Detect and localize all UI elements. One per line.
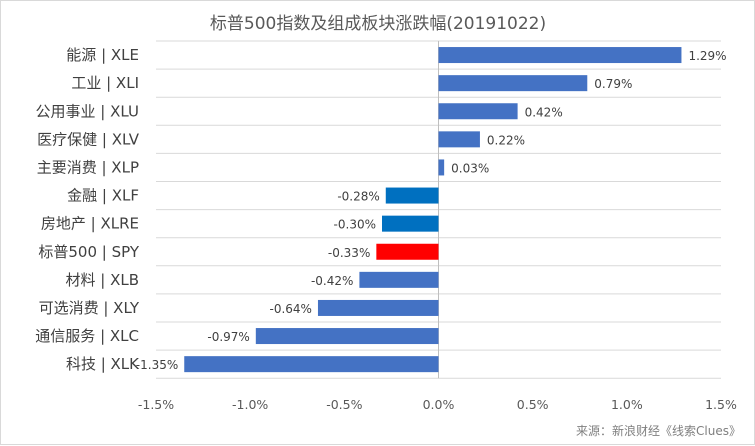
x-axis-ticks: -1.5% -1.0% -0.5% 0.0% 0.5% 1.0% 1.5% — [138, 397, 737, 412]
data-label: 0.42% — [525, 105, 563, 119]
data-label: -0.42% — [311, 274, 353, 288]
category-label: 公用事业 | XLU — [36, 102, 139, 120]
x-tick-label: -1.0% — [232, 397, 268, 412]
category-label: 能源 | XLE — [66, 46, 139, 64]
bar — [385, 187, 439, 204]
bar — [359, 271, 439, 288]
source-note: 来源：新浪财经《线索Clues》 — [576, 423, 741, 438]
data-label: 0.22% — [487, 133, 525, 147]
x-tick-label: -0.5% — [326, 397, 362, 412]
data-label: -0.30% — [334, 218, 376, 232]
bar — [438, 75, 588, 92]
data-label: -0.97% — [207, 330, 249, 344]
data-label: 1.29% — [688, 49, 726, 63]
bar — [438, 103, 518, 120]
category-label: 金融 | XLF — [67, 187, 139, 205]
bar — [438, 159, 445, 176]
category-label: 通信服务 | XLC — [35, 327, 139, 345]
gridlines — [156, 40, 721, 379]
category-label: 工业 | XLI — [71, 74, 139, 92]
category-label: 科技 | XLK — [66, 355, 140, 373]
data-label: 0.03% — [451, 161, 489, 175]
category-label: 可选消费 | XLY — [39, 299, 140, 317]
category-label: 标普500 | SPY — [38, 243, 139, 261]
data-label: -0.33% — [328, 246, 370, 260]
bar — [376, 243, 439, 260]
data-label: -1.35% — [136, 358, 178, 372]
data-labels: 1.29% 0.79% 0.42%0.22% 0.03% -0.28% -0.30% -0.… — [136, 49, 727, 372]
x-tick-label: -1.5% — [138, 397, 174, 412]
category-labels: 能源 | XLE 工业 | XLI 公用事业 | XLU 医疗保健 | XLV 主要消费… — [35, 46, 140, 373]
bar — [382, 215, 439, 232]
data-label: -0.28% — [337, 190, 379, 204]
chart-title: 标普500指数及组成板块涨跌幅(20191022) — [210, 14, 546, 34]
bar — [317, 299, 439, 316]
bar — [255, 328, 439, 345]
x-tick-label: 0.5% — [517, 397, 549, 412]
x-tick-label: 1.0% — [611, 397, 643, 412]
bar — [184, 356, 439, 373]
category-label: 主要消费 | XLP — [37, 158, 139, 176]
bar — [438, 131, 480, 148]
category-label: 医疗保健 | XLV — [37, 130, 140, 148]
bar — [438, 47, 682, 64]
category-label: 房地产 | XLRE — [41, 215, 139, 233]
category-label: 材料 | XLB — [65, 271, 139, 289]
data-label: 0.79% — [594, 77, 632, 91]
x-tick-label: 0.0% — [423, 397, 455, 412]
bars — [184, 47, 682, 373]
data-label: -0.64% — [270, 302, 312, 316]
x-tick-label: 1.5% — [705, 397, 737, 412]
